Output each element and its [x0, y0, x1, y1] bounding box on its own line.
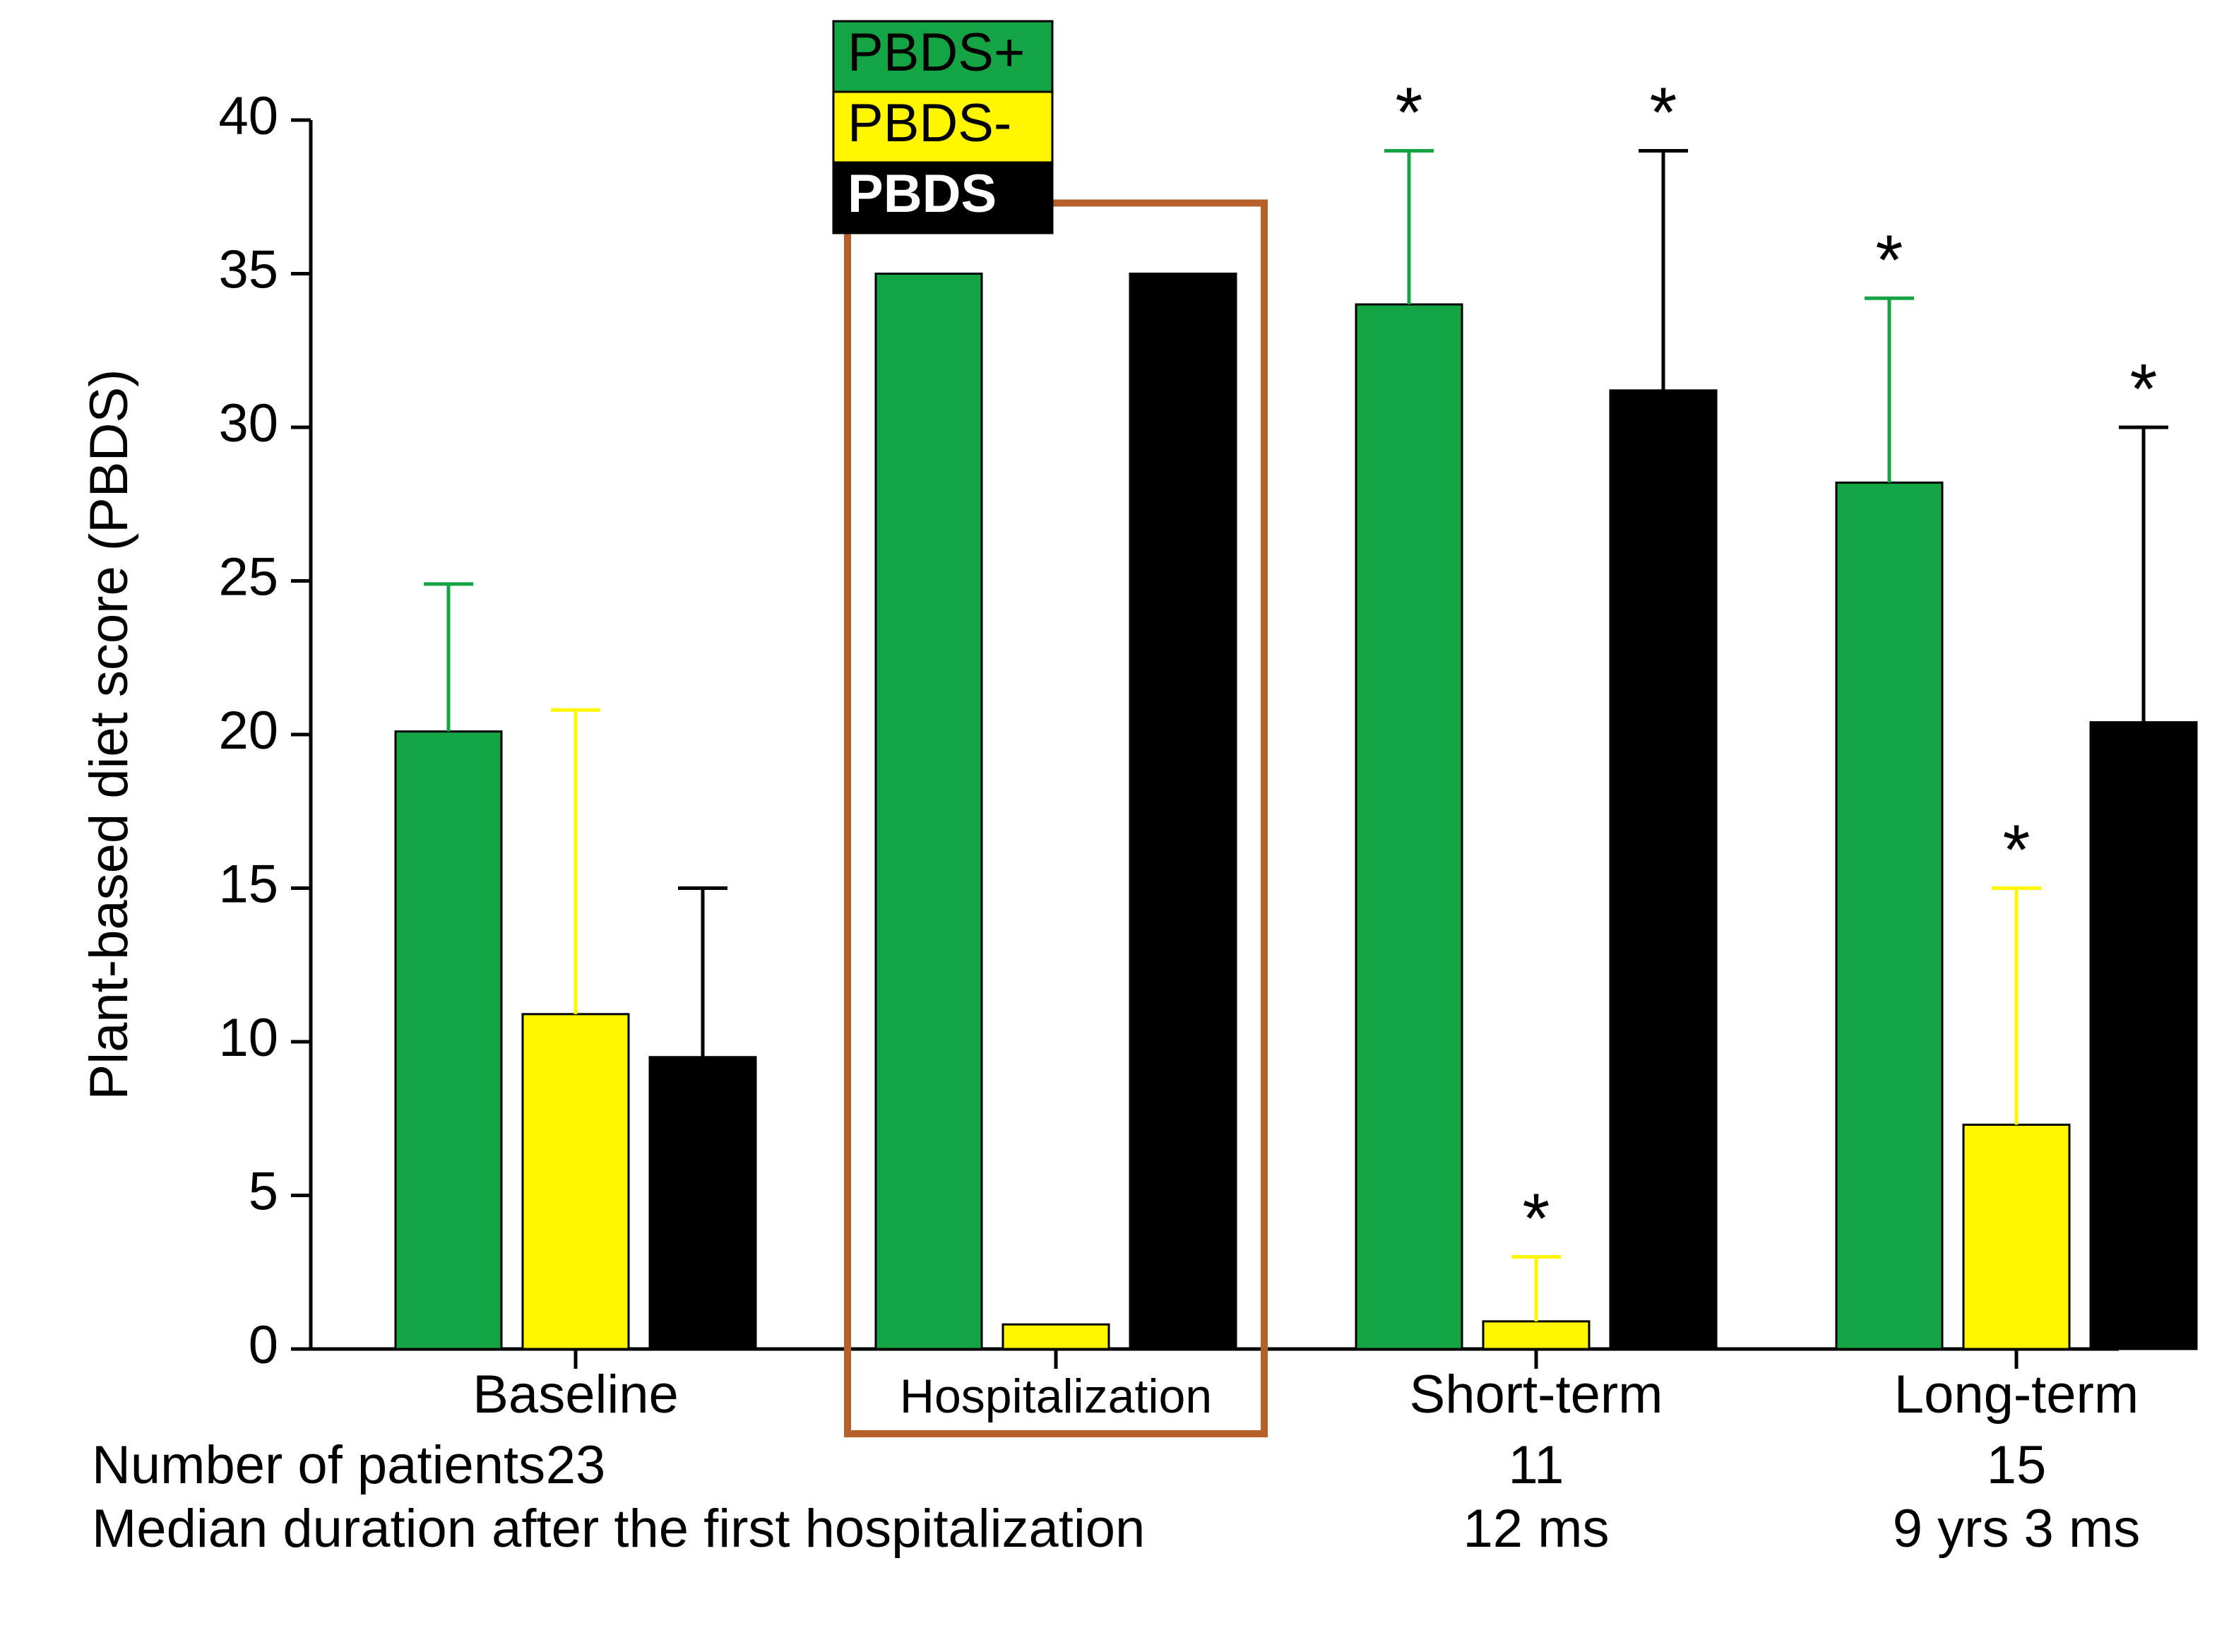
footer-value: 12 ms [1463, 1499, 1610, 1559]
legend-label: PBDS- [848, 93, 1011, 153]
bar-PBDS_minus [1963, 1124, 2069, 1349]
bar-PBDS [650, 1057, 756, 1349]
significance-star: * [2130, 350, 2158, 429]
footer-value: 15 [1987, 1435, 2047, 1495]
significance-star: * [2003, 811, 2031, 890]
significance-star: * [1876, 220, 1903, 299]
bar-PBDS_plus [396, 732, 501, 1349]
bar-PBDS [1610, 391, 1716, 1349]
footer-row-label: Median duration after the first hospital… [92, 1499, 1145, 1559]
x-category-label: Hospitalization [900, 1369, 1212, 1423]
bar-PBDS_minus [523, 1014, 629, 1349]
footer-row-label: Number of patients [92, 1435, 545, 1495]
pbds-bar-chart: 0 5 10 15 20 25 30 35 40 Plant-based diet score (… [0, 0, 2217, 1652]
y-tick-label: 40 [218, 86, 278, 146]
footer-value: 9 yrs 3 ms [1893, 1499, 2141, 1559]
y-tick-label: 30 [218, 393, 278, 453]
significance-star: * [1650, 73, 1677, 153]
y-tick-label: 5 [249, 1162, 278, 1222]
bar-PBDS_plus [1356, 304, 1462, 1349]
x-category-label: Long-term [1894, 1365, 2139, 1425]
bar-PBDS_plus [1836, 482, 1942, 1349]
bar-PBDS_minus [1483, 1321, 1589, 1349]
y-tick-label: 15 [218, 855, 278, 915]
bar-PBDS [1130, 274, 1236, 1350]
bar-PBDS_plus [876, 274, 982, 1350]
y-axis-label: Plant-based diet score (PBDS) [79, 369, 139, 1100]
y-tick-label: 0 [249, 1315, 278, 1375]
x-category-label: Short-term [1410, 1365, 1663, 1425]
chart-container: 0 5 10 15 20 25 30 35 40 Plant-based diet score (… [0, 0, 2217, 1652]
significance-star: * [1523, 1179, 1550, 1259]
y-tick-label: 10 [218, 1008, 278, 1068]
y-tick-label: 20 [218, 701, 278, 761]
y-tick-label: 25 [218, 547, 278, 607]
bar-PBDS [2091, 723, 2197, 1349]
footer-value: 23 [546, 1435, 606, 1495]
x-category-label: Baseline [472, 1365, 679, 1425]
footer-value: 11 [1509, 1435, 1564, 1495]
significance-star: * [1396, 73, 1423, 153]
y-tick-label: 35 [218, 240, 278, 300]
bar-PBDS_minus [1003, 1324, 1109, 1349]
legend-label: PBDS [848, 164, 997, 224]
legend-label: PBDS+ [848, 23, 1025, 83]
